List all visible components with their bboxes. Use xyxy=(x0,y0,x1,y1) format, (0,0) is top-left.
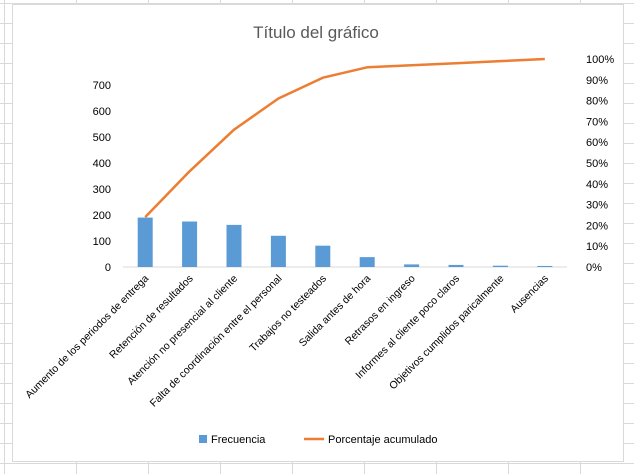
right-axis-ticks: 0% 10% 20% 30% 40% 50% 60% 70% 80% 90% 100% xyxy=(586,54,614,274)
right-tick-label: 10% xyxy=(586,241,608,253)
legend-swatch-frecuencia xyxy=(199,435,207,443)
bar xyxy=(359,257,375,267)
right-tick-label: 50% xyxy=(586,158,608,170)
left-tick-label: 400 xyxy=(93,158,111,170)
left-tick-label: 300 xyxy=(93,184,111,196)
chart-title: Título del gráfico xyxy=(253,23,379,42)
right-tick-label: 30% xyxy=(586,200,608,212)
left-tick-label: 0 xyxy=(105,262,111,274)
bar xyxy=(182,221,198,267)
category-label: Retención de resultados xyxy=(107,273,196,362)
chart-area[interactable]: Título del gráfico 0 100 200 300 400 500 600 70… xyxy=(12,4,624,462)
right-tick-label: 40% xyxy=(586,179,608,191)
left-tick-label: 700 xyxy=(93,80,111,92)
bar xyxy=(137,217,153,267)
bar xyxy=(226,224,242,267)
bar xyxy=(492,265,508,267)
right-tick-label: 80% xyxy=(586,96,608,108)
bar xyxy=(537,265,553,267)
left-tick-label: 200 xyxy=(93,210,111,222)
bar xyxy=(270,235,286,267)
bar xyxy=(448,264,464,267)
right-tick-label: 20% xyxy=(586,220,608,232)
bar xyxy=(315,245,331,267)
category-label: Trabajos no testeados xyxy=(247,273,329,355)
legend-label-frecuencia: Frecuencia xyxy=(211,434,266,446)
right-tick-label: 90% xyxy=(586,75,608,87)
right-tick-label: 0% xyxy=(586,262,602,274)
right-tick-label: 70% xyxy=(586,116,608,128)
right-tick-label: 100% xyxy=(586,54,614,66)
legend: Frecuencia Porcentaje acumulado xyxy=(199,434,437,446)
right-tick-label: 60% xyxy=(586,137,608,149)
left-tick-label: 100 xyxy=(93,236,111,248)
chart-svg: Título del gráfico 0 100 200 300 400 500 600 70… xyxy=(23,23,614,446)
category-label: Ausencias xyxy=(508,273,551,316)
left-tick-label: 600 xyxy=(93,106,111,118)
left-axis-ticks: 0 100 200 300 400 500 600 700 xyxy=(93,80,111,274)
bar-series-frecuencia xyxy=(137,217,553,267)
legend-label-porcentaje-acumulado: Porcentaje acumulado xyxy=(328,434,437,446)
category-labels: Aumento de los periodos de entregaRetenc… xyxy=(23,273,551,410)
line-series-porcentaje-acumulado xyxy=(144,57,545,218)
bar xyxy=(404,264,420,267)
left-tick-label: 500 xyxy=(93,132,111,144)
